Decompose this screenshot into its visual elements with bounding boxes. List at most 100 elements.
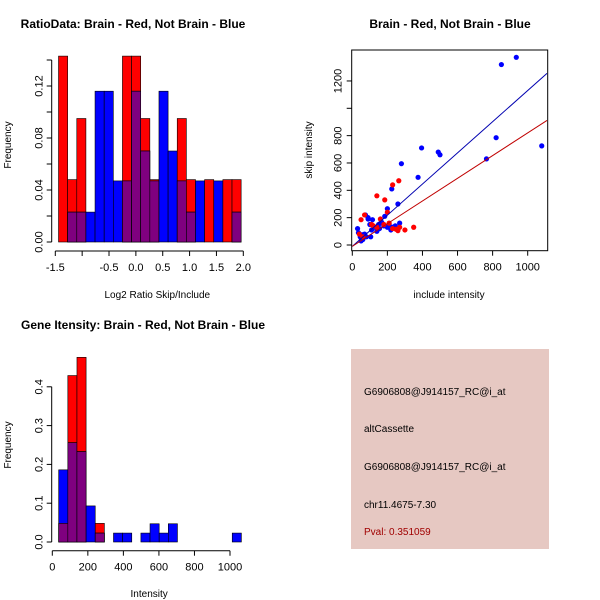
ratio-hist-bar-overlap	[176, 180, 187, 243]
ratio-hist-x-tick-label: 1.0	[182, 262, 197, 274]
scatter-point-brain	[411, 224, 417, 230]
scatter-point-not-brain	[369, 217, 376, 223]
ratio-hist-y-label: Frequency	[3, 121, 14, 168]
intensity-hist-y-tick-label: 0.1	[34, 496, 46, 511]
ratio-hist-bar-overlap	[76, 211, 87, 243]
scatter-plot-box	[351, 49, 549, 252]
scatter-x-label: include intensity	[413, 290, 484, 301]
intensity-hist-bar-not-brain	[149, 523, 160, 543]
intensity-hist-bar-overlap	[76, 451, 87, 543]
scatter-point-brain	[402, 227, 408, 233]
ratio-hist-bar-not-brain	[113, 180, 123, 243]
scatter-point-not-brain	[397, 220, 403, 226]
intensity-hist-bar-not-brain	[168, 523, 178, 543]
scatter-point-brain	[381, 221, 387, 228]
ratio-hist-bar-overlap	[122, 180, 132, 243]
intensity-hist-y-label: Frequency	[3, 421, 14, 468]
ratio-hist-bar-not-brain	[213, 180, 224, 243]
scatter-point-brain	[390, 182, 396, 188]
ratio-hist-x-tick-label: 2.0	[236, 262, 251, 274]
intensity-hist-x-tick-label: 400	[114, 562, 132, 574]
intensity-hist-y-tick-label: 0.2	[34, 457, 46, 472]
scatter-point-brain	[374, 193, 380, 199]
intensity-hist-bar-overlap	[67, 442, 78, 543]
scatter-point-not-brain	[389, 186, 395, 192]
ratio-hist-x-tick-label: 0.0	[128, 262, 143, 274]
scatter-y-tick-label: 1200	[333, 69, 345, 93]
ratio-hist-x-tick-label: -0.5	[100, 262, 119, 274]
scatter-x-tick-label: 0	[349, 262, 355, 274]
scatter-y-tick-label: 400	[333, 181, 345, 199]
intensity-hist-bar-overlap	[58, 523, 69, 543]
scatter-point-brain	[368, 221, 375, 228]
ratio-hist-bar-overlap	[131, 90, 142, 243]
intensity-hist-x-label: Intensity	[131, 589, 168, 600]
fit-line-not-brain	[351, 73, 548, 247]
chromosome-location: chr11.4675-7.30	[364, 500, 437, 511]
scatter-y-tick-label: 0	[333, 242, 345, 248]
ratio-hist-bar-brain	[204, 179, 215, 243]
ratio-hist-bar-overlap	[231, 211, 242, 243]
scatter-point-not-brain	[415, 174, 421, 180]
probe-id: G6906808@J914157_RC@i_at	[364, 387, 506, 398]
scatter-point-brain	[361, 212, 368, 218]
intensity-hist-x-tick-label: 800	[185, 562, 203, 574]
intensity-hist-bar-not-brain	[113, 532, 123, 543]
event-type: altCassette	[364, 424, 415, 435]
ratio-hist-bar-not-brain	[103, 90, 114, 243]
ratio-hist-x-tick-label: 0.5	[155, 262, 170, 274]
intensity-hist-x-tick-label: 200	[79, 562, 97, 574]
intensity-hist-bar-not-brain	[158, 532, 169, 543]
ratio-hist-bar-overlap	[186, 211, 196, 243]
scatter-y-label: skip intensity	[304, 121, 315, 178]
scatter-x-tick-label: 400	[413, 262, 431, 274]
scatter-point-not-brain	[513, 54, 519, 60]
intensity-hist-x-tick-label: 1000	[218, 562, 242, 574]
ratio-hist-x-label: Log2 Ratio Skip/Include	[104, 290, 210, 301]
intensity-hist-x-tick-label: 600	[150, 562, 168, 574]
ratio-hist-y-tick-label: 0.12	[34, 75, 46, 96]
ratio-hist-bar-brain	[58, 55, 68, 243]
ratio-hist-title: RatioData: Brain - Red, Not Brain - Blue	[21, 17, 246, 31]
ratio-hist-bar-not-brain	[195, 180, 205, 243]
scatter-x-tick-label: 600	[448, 262, 466, 274]
info-panel: G6906808@J914157_RC@i_at altCassette G69…	[351, 349, 549, 549]
ratio-hist-bar-not-brain	[94, 90, 105, 243]
ratio-hist-bar-not-brain	[167, 150, 178, 243]
scatter-point-brain	[396, 178, 402, 184]
ratio-hist-y-tick-label: 0.00	[34, 231, 46, 252]
intensity-hist-title: Gene Itensity: Brain - Red, Not Brain - …	[21, 318, 265, 332]
scatter-point-not-brain	[418, 145, 425, 151]
scatter-point-brain	[397, 224, 403, 230]
intensity-hist-bar-not-brain	[85, 505, 96, 543]
scatter-x-tick-label: 800	[483, 262, 501, 274]
intensity-hist-bar-overlap	[94, 532, 105, 543]
ratio-hist-bar-brain	[222, 179, 233, 243]
probe-id-2: G6906808@J914157_RC@i_at	[364, 462, 506, 473]
intensity-hist-bar-not-brain	[140, 532, 151, 543]
scatter-x-tick-label: 1000	[515, 262, 539, 274]
fit-line-brain	[352, 120, 548, 247]
scatter-y-tick-label: 200	[333, 208, 345, 226]
scatter-point-not-brain	[493, 135, 499, 141]
ratio-hist-bar-overlap	[149, 180, 160, 243]
ratio-hist-y-tick-label: 0.04	[34, 179, 46, 200]
ratio-hist-bar-overlap	[67, 211, 78, 243]
scatter-y-tick-label: 800	[333, 126, 345, 144]
scatter-point-not-brain	[354, 225, 361, 232]
intensity-hist-y-tick-label: 0.3	[34, 418, 46, 433]
intensity-hist-y-tick-label: 0.0	[34, 534, 46, 549]
scatter-x-tick-label: 200	[378, 262, 396, 274]
scatter-point-brain	[390, 225, 396, 232]
scatter-point-not-brain	[498, 61, 504, 68]
ratio-hist-bar-not-brain	[85, 211, 96, 243]
intensity-hist-bar-not-brain	[122, 532, 133, 543]
ratio-hist-bar-not-brain	[158, 90, 169, 243]
ratio-hist-y-tick-label: 0.08	[34, 127, 46, 148]
scatter-point-not-brain	[539, 143, 545, 149]
pval: Pval: 0.351059	[364, 527, 431, 538]
ratio-hist-x-tick-label: 1.5	[209, 262, 224, 274]
ratio-hist-bar-overlap	[140, 150, 151, 243]
intensity-hist-bar-not-brain	[231, 532, 242, 543]
